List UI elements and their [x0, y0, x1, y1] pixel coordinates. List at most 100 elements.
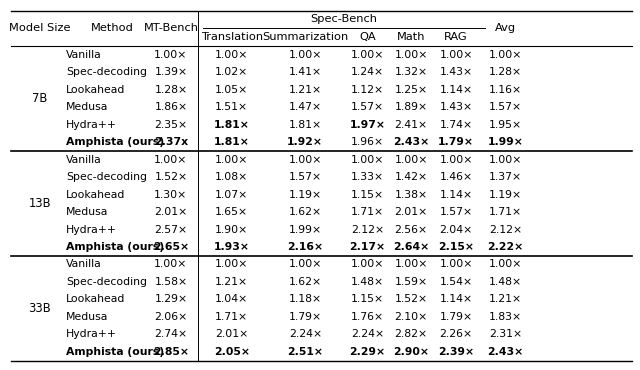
Text: 1.14×: 1.14×: [440, 295, 473, 305]
Text: 1.93×: 1.93×: [214, 242, 250, 252]
Text: 1.00×: 1.00×: [394, 50, 428, 60]
Text: 1.00×: 1.00×: [489, 259, 522, 269]
Text: 1.12×: 1.12×: [351, 85, 384, 95]
Text: Hydra++: Hydra++: [67, 329, 117, 339]
Text: 1.24×: 1.24×: [351, 67, 384, 77]
Text: 1.42×: 1.42×: [394, 172, 428, 182]
Text: 1.57×: 1.57×: [351, 102, 384, 112]
Text: 1.89×: 1.89×: [394, 102, 428, 112]
Text: 2.43×: 2.43×: [393, 137, 429, 147]
Text: 1.15×: 1.15×: [351, 190, 384, 200]
Text: Medusa: Medusa: [67, 207, 109, 217]
Text: 1.71×: 1.71×: [489, 207, 522, 217]
Text: 2.39×: 2.39×: [438, 347, 474, 357]
Text: 1.37×: 1.37×: [489, 172, 522, 182]
Text: 1.47×: 1.47×: [289, 102, 322, 112]
Text: 1.52×: 1.52×: [154, 172, 188, 182]
Text: 1.99×: 1.99×: [289, 225, 322, 235]
Text: 1.00×: 1.00×: [489, 155, 522, 165]
Text: 1.43×: 1.43×: [440, 102, 473, 112]
Text: 1.00×: 1.00×: [154, 155, 188, 165]
Text: MT-Bench: MT-Bench: [143, 23, 198, 33]
Text: 1.29×: 1.29×: [154, 295, 188, 305]
Text: 1.04×: 1.04×: [215, 295, 248, 305]
Text: 2.24×: 2.24×: [351, 329, 384, 339]
Text: 1.00×: 1.00×: [215, 50, 248, 60]
Text: 2.82×: 2.82×: [394, 329, 428, 339]
Text: 1.59×: 1.59×: [394, 277, 428, 287]
Text: 2.17×: 2.17×: [349, 242, 385, 252]
Text: Amphista (ours): Amphista (ours): [67, 137, 164, 147]
Text: Vanilla: Vanilla: [67, 155, 102, 165]
Text: 1.48×: 1.48×: [489, 277, 522, 287]
Text: 2.35×: 2.35×: [154, 120, 188, 130]
Text: 2.01×: 2.01×: [154, 207, 188, 217]
Text: RAG: RAG: [444, 32, 468, 42]
Text: 1.00×: 1.00×: [215, 155, 248, 165]
Text: 1.00×: 1.00×: [440, 259, 473, 269]
Text: Lookahead: Lookahead: [67, 295, 125, 305]
Text: 1.99×: 1.99×: [488, 137, 524, 147]
Text: 7B: 7B: [32, 92, 47, 105]
Text: 1.62×: 1.62×: [289, 207, 322, 217]
Text: 1.00×: 1.00×: [394, 155, 428, 165]
Text: 1.19×: 1.19×: [289, 190, 322, 200]
Text: 1.71×: 1.71×: [351, 207, 384, 217]
Text: 1.79×: 1.79×: [438, 137, 474, 147]
Text: 1.39×: 1.39×: [154, 67, 188, 77]
Text: 2.10×: 2.10×: [394, 312, 428, 322]
Text: 1.28×: 1.28×: [489, 67, 522, 77]
Text: 1.21×: 1.21×: [289, 85, 322, 95]
Text: 1.21×: 1.21×: [215, 277, 248, 287]
Text: 2.01×: 2.01×: [215, 329, 248, 339]
Text: Math: Math: [397, 32, 426, 42]
Text: Lookahead: Lookahead: [67, 85, 125, 95]
Text: 1.00×: 1.00×: [289, 50, 322, 60]
Text: 2.56×: 2.56×: [394, 225, 428, 235]
Text: 1.33×: 1.33×: [351, 172, 384, 182]
Text: 2.74×: 2.74×: [154, 329, 188, 339]
Text: Vanilla: Vanilla: [67, 259, 102, 269]
Text: 2.05×: 2.05×: [214, 347, 250, 357]
Text: 1.00×: 1.00×: [394, 259, 428, 269]
Text: Vanilla: Vanilla: [67, 50, 102, 60]
Text: 1.43×: 1.43×: [440, 67, 473, 77]
Text: 1.92×: 1.92×: [287, 137, 323, 147]
Text: 2.57×: 2.57×: [154, 225, 188, 235]
Text: Spec-decoding: Spec-decoding: [67, 67, 147, 77]
Text: 1.08×: 1.08×: [215, 172, 248, 182]
Text: 2.43×: 2.43×: [488, 347, 524, 357]
Text: 1.71×: 1.71×: [215, 312, 248, 322]
Text: 1.90×: 1.90×: [215, 225, 248, 235]
Text: 1.38×: 1.38×: [394, 190, 428, 200]
Text: 1.54×: 1.54×: [440, 277, 473, 287]
Text: 1.15×: 1.15×: [351, 295, 384, 305]
Text: 2.22×: 2.22×: [488, 242, 524, 252]
Text: 1.79×: 1.79×: [440, 312, 473, 322]
Text: QA: QA: [359, 32, 376, 42]
Text: 1.57×: 1.57×: [289, 172, 322, 182]
Text: 1.00×: 1.00×: [289, 259, 322, 269]
Text: Method: Method: [91, 23, 134, 33]
Text: 1.00×: 1.00×: [215, 259, 248, 269]
Text: 1.18×: 1.18×: [289, 295, 322, 305]
Text: 1.51×: 1.51×: [215, 102, 248, 112]
Text: 1.58×: 1.58×: [154, 277, 188, 287]
Text: 1.83×: 1.83×: [489, 312, 522, 322]
Text: 1.86×: 1.86×: [154, 102, 188, 112]
Text: 1.25×: 1.25×: [394, 85, 428, 95]
Text: Avg: Avg: [495, 23, 516, 33]
Text: 1.57×: 1.57×: [489, 102, 522, 112]
Text: 2.06×: 2.06×: [154, 312, 188, 322]
Text: Translation: Translation: [201, 32, 263, 42]
Text: 1.16×: 1.16×: [489, 85, 522, 95]
Text: 1.19×: 1.19×: [489, 190, 522, 200]
Text: 1.00×: 1.00×: [351, 50, 384, 60]
Text: Spec-decoding: Spec-decoding: [67, 277, 147, 287]
Text: 1.00×: 1.00×: [440, 155, 473, 165]
Text: 2.12×: 2.12×: [351, 225, 384, 235]
Text: 1.32×: 1.32×: [394, 67, 428, 77]
Text: 2.41×: 2.41×: [394, 120, 428, 130]
Text: 2.15×: 2.15×: [438, 242, 474, 252]
Text: 1.05×: 1.05×: [215, 85, 248, 95]
